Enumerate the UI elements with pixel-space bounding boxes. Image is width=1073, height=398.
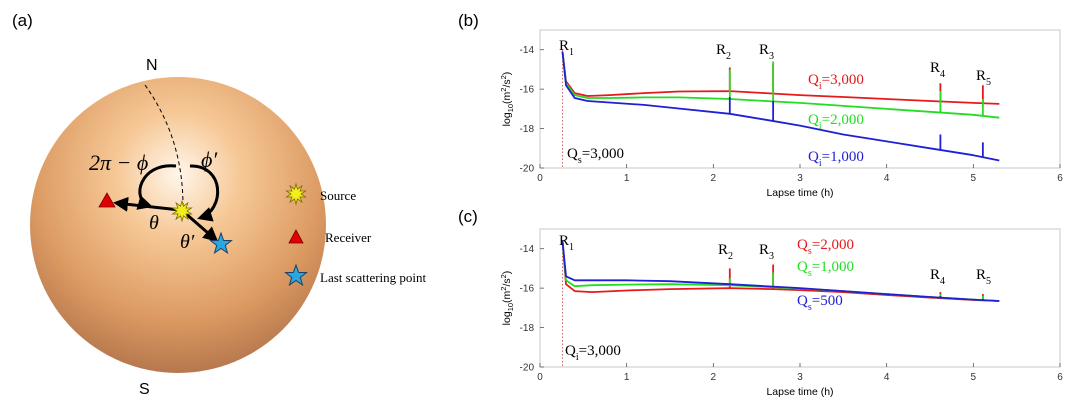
panel-label-c: (c) [458, 207, 478, 226]
arrival-label-r1: R1 [559, 233, 574, 253]
receiver-triangle-icon [98, 192, 116, 208]
y-tick-label: -20 [520, 164, 535, 175]
x-axis-label: Lapse time (h) [766, 386, 833, 398]
legend-scatter-icon [284, 263, 308, 287]
arrival-label-r4: R4 [930, 60, 945, 80]
x-tick-label: 0 [537, 173, 543, 184]
arrival-label-r5: R5 [976, 68, 991, 88]
legend-receiver-label: Receiver [325, 230, 372, 245]
globe-diagram: (a) N S 2π − ϕ ϕ′ θ θ′ Source Receiver L… [12, 11, 427, 398]
y-tick-label: -14 [520, 244, 535, 255]
series-line-2 [561, 240, 1000, 302]
x-tick-label: 6 [1057, 173, 1063, 184]
ray-to-receiver [113, 196, 181, 212]
angle-arc-left [136, 164, 177, 210]
panel-label-a: (a) [12, 11, 33, 30]
scatter-star-icon [209, 231, 233, 255]
plot-area [539, 29, 1061, 169]
x-tick-label: 1 [624, 372, 630, 383]
x-tick-label: 6 [1057, 372, 1063, 383]
series-label-0: Qs=2,000 [797, 237, 854, 257]
fixed-q-label: Qs=3,000 [567, 146, 624, 166]
series-label-1: Qi=2,000 [808, 112, 864, 132]
x-tick-label: 1 [624, 173, 630, 184]
series-label-2: Qs=500 [797, 293, 843, 313]
y-tick-label: -16 [520, 85, 535, 96]
x-tick-label: 2 [711, 372, 717, 383]
south-label: S [139, 381, 150, 398]
arrival-label-r1: R1 [559, 38, 574, 58]
arrival-label-r2: R2 [716, 42, 731, 62]
series-label-0: Qi=3,000 [808, 72, 864, 92]
y-tick-label: -18 [520, 124, 535, 135]
y-axis-label: log10(m2/s2) [499, 271, 515, 326]
fixed-q-label: Qi=3,000 [565, 343, 621, 363]
x-tick-label: 4 [884, 173, 890, 184]
arrival-label-r4: R4 [930, 267, 945, 287]
series-label-2: Qi=1,000 [808, 149, 864, 169]
meridian-dashed-line [144, 84, 184, 207]
theta-label: θ [149, 212, 159, 234]
legend-source-label: Source [320, 188, 356, 203]
chart-b: 0 1 2 3 4 5 6 -14 -16 -18 -20 Lapse time (h) log10(m… [499, 29, 1063, 199]
legend-scatter-label: Last scattering point [320, 270, 427, 285]
source-burst-icon [171, 199, 193, 223]
arrival-label-r3: R3 [759, 42, 774, 62]
x-tick-label: 3 [797, 372, 803, 383]
x-tick-label: 5 [971, 372, 977, 383]
x-tick-label: 0 [537, 372, 543, 383]
x-tick-label: 3 [797, 173, 803, 184]
theta-prime-label: θ′ [180, 231, 195, 253]
angle-left-label: 2π − ϕ [89, 150, 148, 175]
chart-c: 0 1 2 3 4 5 6 -14 -16 -18 -20 Lapse time (h) log10(m… [499, 228, 1063, 398]
arrival-label-r3: R3 [759, 242, 774, 262]
panel-label-b: (b) [458, 11, 479, 30]
legend-source-icon [285, 182, 307, 206]
series-label-1: Qs=1,000 [797, 259, 854, 279]
north-label: N [146, 57, 158, 74]
plot-area [539, 228, 1061, 368]
angle-right-label: ϕ′ [201, 147, 218, 172]
arrival-label-r5: R5 [976, 267, 991, 287]
angle-arc-right [189, 164, 220, 222]
arrival-label-r2: R2 [718, 242, 733, 262]
x-tick-label: 2 [711, 173, 717, 184]
x-axis-label: Lapse time (h) [766, 187, 833, 199]
ray-to-scatter [184, 211, 219, 242]
y-tick-label: -16 [520, 284, 535, 295]
y-axis-label: log10(m2/s2) [499, 72, 515, 127]
globe-sphere [30, 77, 326, 373]
x-tick-label: 4 [884, 372, 890, 383]
x-tick-label: 5 [971, 173, 977, 184]
y-tick-label: -18 [520, 323, 535, 334]
series-line-2 [561, 51, 1000, 162]
legend-receiver-icon [288, 229, 304, 244]
y-tick-label: -14 [520, 45, 535, 56]
y-tick-label: -20 [520, 363, 535, 374]
